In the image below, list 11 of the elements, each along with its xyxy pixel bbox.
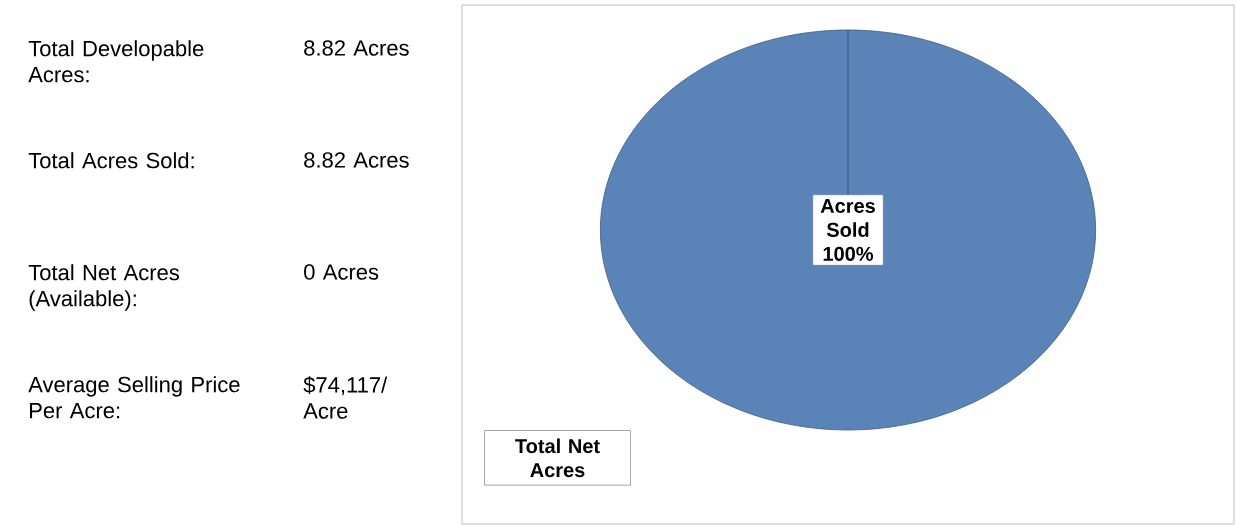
- text: 8.82 Acres: [304, 40, 409, 56]
- text: Total Developable Acres:: [28, 40, 204, 83]
- text: Total Acres Sold:: [28, 152, 194, 169]
- text: 8.82 Acres: [304, 152, 409, 168]
- text: 0 Acres: [304, 264, 379, 280]
- text: Average Selling Price Per Acre:: [28, 376, 240, 419]
- text: Total Net Acres: [515, 438, 600, 478]
- text: $74,117/ Acre: [303, 376, 388, 419]
- text: Total Net Acres (Available):: [28, 264, 179, 311]
- slice-label: Acres Sold: [820, 199, 875, 237]
- data-label: 100%: [823, 246, 874, 261]
